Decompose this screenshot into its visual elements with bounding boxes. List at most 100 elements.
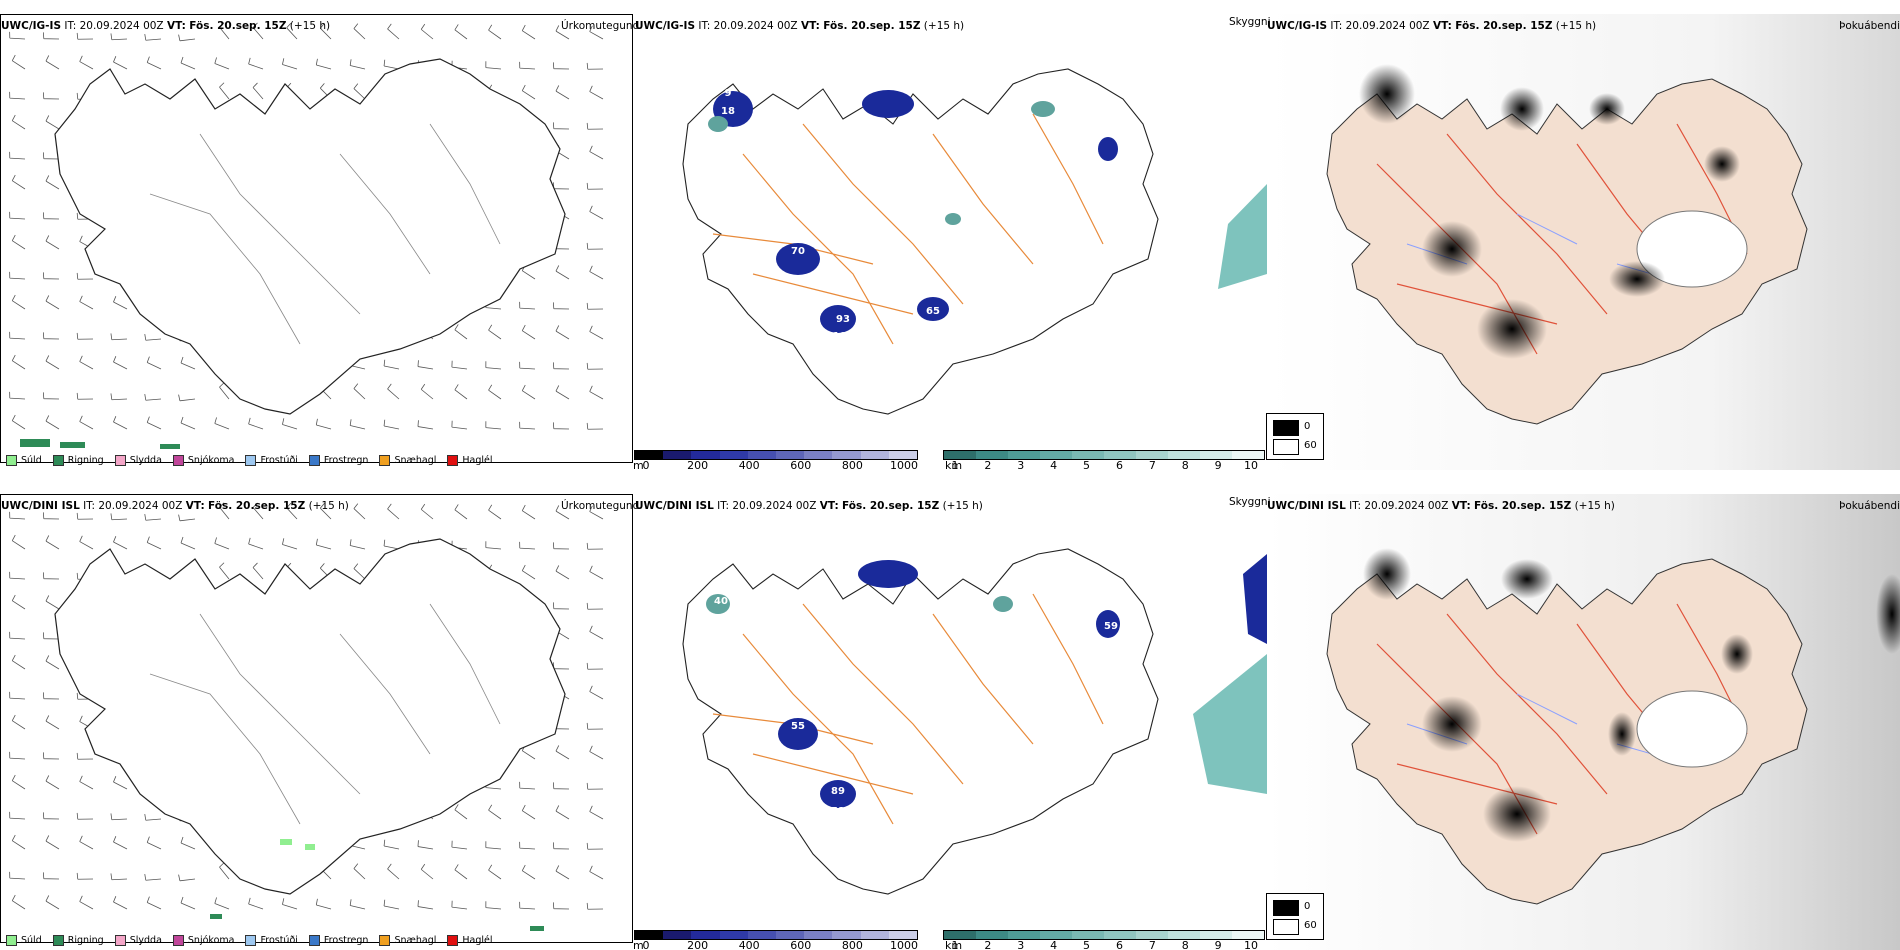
colorbar-segment: [776, 451, 805, 459]
legend-swatch: [245, 454, 257, 466]
wind-barb: [420, 863, 434, 880]
wind-barb: [79, 55, 94, 70]
wind-barb: [9, 271, 26, 280]
wind-barb: [144, 873, 162, 881]
panel-label-visibility: Skyggni: [1229, 16, 1271, 28]
colorbar-segment: [832, 451, 861, 459]
wind-barb: [248, 537, 264, 550]
colorbar-tick: 8: [1181, 459, 1189, 470]
wind-barb: [146, 56, 162, 70]
colorbar-segment: [1200, 451, 1232, 459]
colorbar-tick: 1000: [890, 939, 918, 950]
wind-barb: [519, 61, 536, 70]
wind-barb: [383, 839, 400, 850]
colorbar-segment: [1008, 931, 1040, 939]
colorbar-segment: [888, 931, 918, 939]
wind-barb: [417, 360, 434, 370]
legend-label: Slydda: [129, 454, 162, 466]
wind-barb: [315, 418, 332, 430]
wind-barb: [45, 175, 60, 190]
wind-barb: [589, 145, 604, 160]
colorbar-tick: 1000: [890, 459, 918, 470]
legend-item: Snjókoma: [172, 934, 234, 946]
colorbar-segment: [1072, 451, 1104, 459]
wind-barb: [11, 354, 26, 370]
wind-barb: [42, 332, 60, 340]
wind-barb: [45, 235, 60, 250]
colorbar-segment: [804, 931, 833, 939]
legend-item: Snjókoma: [172, 454, 234, 466]
colorbar-segment: [1200, 931, 1232, 939]
colorbar-segment: [663, 451, 692, 459]
panel-title-fog: UWC/IG-IS IT: 20.09.2024 00Z VT: Fös. 20…: [1267, 20, 1597, 32]
wind-barb: [586, 662, 604, 670]
wind-barb: [552, 542, 570, 550]
legend-label: Frostúði: [260, 934, 298, 946]
legend-item: Haglél: [447, 454, 493, 466]
wind-barb: [9, 511, 26, 520]
wind-barb: [79, 775, 94, 790]
panel-title-precip: UWC/IG-IS IT: 20.09.2024 00Z VT: Fös. 20…: [1, 20, 331, 32]
wind-barb: [42, 872, 60, 880]
wind-barb: [178, 34, 196, 42]
wind-barb: [589, 865, 604, 880]
legend-label: Frostregn: [323, 934, 369, 946]
fog-key-swatch-high: [1273, 919, 1299, 935]
wind-barb: [485, 421, 502, 430]
wind-barb: [252, 22, 264, 40]
wind-barb: [349, 59, 366, 70]
wind-barb: [521, 24, 536, 40]
wind-barb: [521, 384, 536, 400]
wind-barb: [454, 384, 468, 400]
wind-barb: [9, 391, 26, 400]
colorbar-unit: km: [945, 459, 963, 470]
wind-barb: [252, 562, 264, 580]
wind-barb: [552, 602, 570, 610]
colorbar-segment: [635, 931, 664, 939]
colorbar-unit: km: [945, 939, 963, 950]
wind-barb: [76, 32, 94, 40]
wind-barb: [144, 513, 162, 521]
wind-barb: [586, 422, 604, 430]
wind-barb: [11, 174, 26, 190]
legend-swatch: [379, 934, 391, 946]
colorbar-segment: [976, 931, 1008, 939]
panel-label-precip: Úrkomutegund: [561, 500, 640, 512]
ceiling-colorbar: m 0 200 400 600 800 1000: [633, 450, 918, 470]
wind-barb: [349, 419, 366, 430]
wind-barb: [42, 272, 60, 280]
wind-barb: [146, 836, 162, 850]
wind-barb: [76, 332, 94, 340]
colorbar-segment: [747, 451, 777, 459]
colorbar-segment: [719, 931, 748, 939]
colorbar-segment: [1104, 931, 1136, 939]
fog-map: [1267, 494, 1900, 950]
wind-barb: [11, 114, 26, 130]
wind-barb: [519, 361, 536, 370]
legend-swatch: [6, 454, 17, 466]
legend-item: Súld: [6, 934, 42, 946]
wind-barb: [42, 812, 60, 820]
wind-barb: [586, 62, 604, 70]
wind-barb: [76, 392, 94, 400]
wind-barb: [45, 355, 60, 370]
wind-barb: [420, 503, 434, 520]
wind-barb: [555, 865, 570, 880]
wind-barb: [586, 842, 604, 850]
visibility-value-label: 40: [714, 596, 728, 607]
wind-barb: [454, 324, 468, 340]
wind-barb: [76, 812, 94, 820]
wind-barb: [79, 415, 94, 430]
wind-barb: [180, 356, 196, 370]
colorbar-tick: 400: [738, 939, 760, 950]
wind-barb: [113, 56, 128, 70]
colorbar-tick: 9: [1214, 459, 1222, 470]
fog-key-label-low: 0: [1304, 901, 1311, 912]
visibility-value-label: 18: [721, 106, 735, 117]
wind-barb: [586, 122, 604, 130]
wind-barb: [555, 805, 570, 820]
colorbar-segment: [1040, 451, 1072, 459]
panel-title-visibility: UWC/DINI ISL IT: 20.09.2024 00Z VT: Fös.…: [635, 500, 983, 512]
wind-barb: [586, 182, 604, 190]
wind-barb: [79, 295, 94, 310]
